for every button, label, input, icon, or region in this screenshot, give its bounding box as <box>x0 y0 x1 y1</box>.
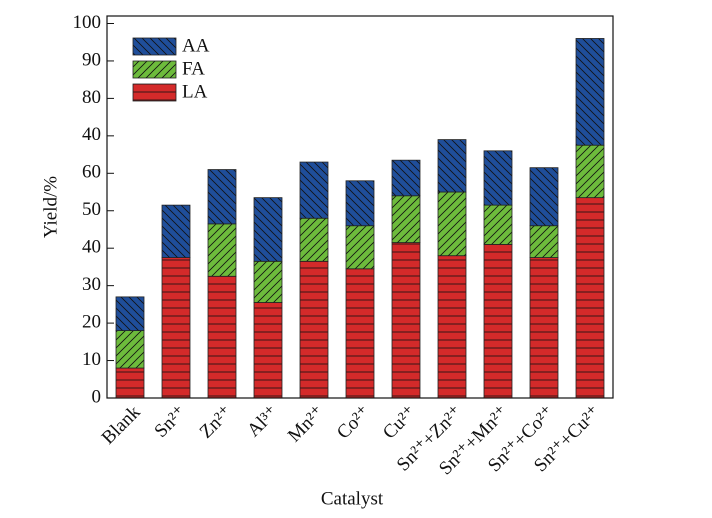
legend-swatch <box>132 83 177 102</box>
legend-label: FA <box>182 58 205 79</box>
x-tick-label: Mn²⁺ <box>284 402 329 447</box>
bar-segment <box>529 167 559 227</box>
bar-segment <box>345 268 375 399</box>
bar-segment <box>575 197 605 399</box>
x-tick-label: Blank <box>98 401 145 448</box>
bar-segment <box>207 275 237 399</box>
bar-segment <box>253 302 283 399</box>
bar-segment <box>299 217 329 262</box>
y-tick-label: 90 <box>82 49 101 70</box>
y-tick-label: 30 <box>82 274 101 295</box>
bar-segment <box>575 144 605 199</box>
bar-segment <box>391 242 421 399</box>
bar-segment <box>253 260 283 303</box>
bar-segment <box>207 169 237 225</box>
x-axis-label: Catalyst <box>321 488 384 509</box>
y-axis-label: Yield/% <box>40 176 61 238</box>
plot-frame <box>106 15 614 399</box>
bar-segment <box>115 367 145 399</box>
y-tick-label: 10 <box>82 349 101 370</box>
bar-segment <box>115 330 145 369</box>
bar-segment <box>529 225 559 258</box>
legend-swatch <box>132 60 177 79</box>
bar-segment <box>529 257 559 399</box>
bar-segment <box>161 257 191 399</box>
x-tick-label: Al³⁺ <box>243 402 282 441</box>
x-tick-label: Cu²⁺ <box>379 402 421 444</box>
bar-segment <box>437 191 467 257</box>
bar-segment <box>345 180 375 227</box>
legend-label: AA <box>182 35 210 56</box>
bar-segment <box>575 38 605 146</box>
bar-segment <box>299 260 329 399</box>
bar-segment <box>483 244 513 399</box>
y-tick-label: 100 <box>73 12 102 33</box>
legend-swatch <box>132 37 177 56</box>
bar-segment <box>115 296 145 331</box>
y-tick-label: 80 <box>82 87 101 108</box>
y-tick-label: 40 <box>82 124 101 145</box>
bar-segment <box>483 204 513 245</box>
x-tick-label: Zn²⁺ <box>196 402 237 443</box>
y-tick-label: 40 <box>82 237 101 258</box>
y-tick-label: 60 <box>82 162 101 183</box>
bar-segment <box>207 223 237 277</box>
legend-label: LA <box>182 81 208 102</box>
y-tick-label: 0 <box>92 386 102 407</box>
bar-segment <box>391 159 421 197</box>
bar-segment <box>483 150 513 206</box>
bar-segment <box>345 225 375 270</box>
x-tick-label: Co²⁺ <box>333 402 375 444</box>
y-tick-label: 20 <box>82 311 101 332</box>
bar-segment <box>391 195 421 243</box>
bar-segment <box>437 255 467 399</box>
y-tick-label: 50 <box>82 199 101 220</box>
bar-segment <box>299 161 329 219</box>
bar-segment <box>253 197 283 262</box>
bar-segment <box>161 204 191 258</box>
bar-segment <box>437 139 467 193</box>
x-tick-label: Sn²⁺ <box>150 402 190 442</box>
